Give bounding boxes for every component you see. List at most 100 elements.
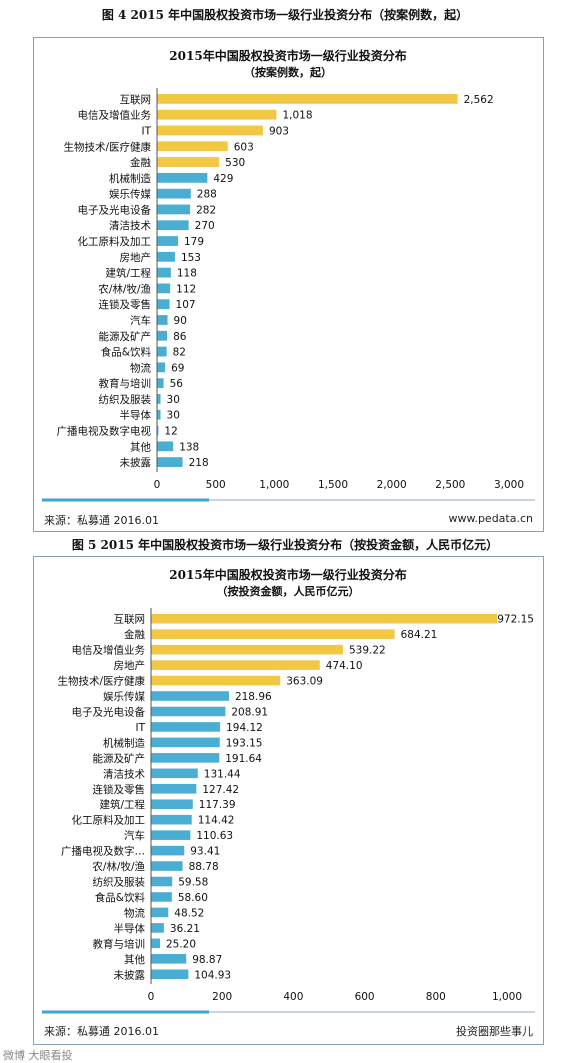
category-label: 连锁及零售 <box>93 783 146 796</box>
category-label: 教育与培训 <box>93 937 146 950</box>
bar <box>151 969 189 980</box>
category-label: 电子及光电设备 <box>72 705 146 718</box>
bar <box>151 660 320 670</box>
bar <box>151 644 343 655</box>
bar <box>151 737 220 748</box>
bar <box>151 753 220 763</box>
value-label: 90 <box>174 315 187 327</box>
bar <box>151 923 164 933</box>
value-label: 30 <box>167 410 180 422</box>
value-label: 12 <box>164 426 177 438</box>
value-label: 282 <box>196 204 216 216</box>
chart-panel-investment-amount: 2015年中国股权投资市场一级行业投资分布 （按投资金额，人民币亿元） 互联网 972… <box>33 556 544 1045</box>
category-label: 化工原料及加工 <box>78 235 152 248</box>
bar <box>157 157 220 167</box>
category-label: 互联网 <box>114 614 146 626</box>
bar <box>157 425 159 436</box>
bar <box>157 141 228 152</box>
value-label: 59.58 <box>178 877 208 889</box>
bar <box>157 188 191 199</box>
category-label: 清洁技术 <box>109 219 151 232</box>
bar <box>157 125 263 136</box>
bar <box>157 362 166 373</box>
category-label: 教育与培训 <box>99 377 152 390</box>
x-tick-label: 1,000 <box>259 479 289 491</box>
bar <box>151 861 183 871</box>
category-label: 生物技术/医疗健康 <box>57 675 145 688</box>
figure-5-caption: 图 5 2015 年中国股权投资市场一级行业投资分布（按投资金额，人民币亿元） <box>71 538 499 552</box>
category-label: 农/林/牧/渔 <box>98 282 151 295</box>
value-label: 603 <box>234 141 254 153</box>
category-label: 纺织及服装 <box>93 876 146 889</box>
chart-subtitle: （按案例数，起） <box>244 65 332 79</box>
category-label: 其他 <box>124 953 145 966</box>
value-label: 218.96 <box>235 691 272 703</box>
value-label: 69 <box>171 362 184 374</box>
value-label: 48.52 <box>174 907 204 919</box>
value-label: 288 <box>197 189 217 201</box>
bar <box>157 315 168 325</box>
category-label: 娱乐传媒 <box>109 188 151 201</box>
bar <box>157 394 161 404</box>
bar <box>157 346 167 357</box>
bar <box>157 204 191 215</box>
category-label: 半导体 <box>114 922 146 935</box>
category-label: 物流 <box>124 906 145 919</box>
value-label: 131.44 <box>204 768 241 780</box>
value-label: 179 <box>184 236 204 248</box>
value-label: 270 <box>195 220 215 232</box>
category-label: 建筑/工程 <box>99 798 145 811</box>
category-label: 房地产 <box>120 251 152 264</box>
bar <box>151 722 221 732</box>
x-tick-label: 400 <box>283 991 303 1003</box>
bar <box>151 783 197 794</box>
x-tick-label: 1,000 <box>492 991 522 1003</box>
bar <box>157 299 170 310</box>
value-label: 58.60 <box>178 892 208 904</box>
value-label: 88.78 <box>189 861 219 873</box>
account-label: 投资圈那些事儿 <box>456 1025 533 1038</box>
value-label: 25.20 <box>166 938 196 950</box>
category-label: 汽车 <box>130 314 151 327</box>
value-label: 208.91 <box>231 706 268 718</box>
value-label: 36.21 <box>170 923 200 935</box>
value-label: 86 <box>173 331 187 343</box>
value-label: 127.42 <box>202 784 239 796</box>
category-label: 农/林/牧/渔 <box>92 860 145 873</box>
category-label: 其他 <box>130 440 151 453</box>
value-label: 98.87 <box>192 954 222 966</box>
bar <box>157 378 164 389</box>
chart-title: 2015年中国股权投资市场一级行业投资分布 <box>169 48 406 63</box>
category-label: 半导体 <box>120 409 152 422</box>
value-label: 117.39 <box>199 799 236 811</box>
category-label: 娱乐传媒 <box>103 690 145 703</box>
value-label: 118 <box>177 268 197 280</box>
value-label: 539.22 <box>349 645 386 657</box>
bar <box>151 768 198 779</box>
chart-panel-case-count: 2015年中国股权投资市场一级行业投资分布 （按案例数，起） 互联网 2,562 电信及… <box>33 37 544 532</box>
category-label: 食品&饮料 <box>101 346 152 359</box>
category-label: 能源及矿产 <box>93 752 146 765</box>
value-label: 903 <box>269 125 289 137</box>
category-label: IT <box>135 722 145 734</box>
value-label: 114.42 <box>198 815 235 827</box>
category-label: 金融 <box>130 156 151 169</box>
category-label: 连锁及零售 <box>99 298 152 311</box>
value-label: 972.15 <box>497 614 534 626</box>
x-tick-label: 1,500 <box>318 479 348 491</box>
bar <box>157 330 168 341</box>
value-label: 107 <box>176 299 196 311</box>
bar <box>151 954 187 964</box>
bar <box>157 283 171 294</box>
bar <box>151 814 192 825</box>
bar <box>151 892 172 902</box>
value-label: 112 <box>176 283 196 295</box>
bar <box>157 236 179 246</box>
chart-subtitle: （按投资金额，人民币亿元） <box>217 584 360 598</box>
source-note: 来源：私募通 2016.01 <box>44 1025 159 1038</box>
x-tick-label: 600 <box>355 991 375 1003</box>
category-label: 广播电视及数字… <box>61 845 145 858</box>
bar <box>151 938 160 949</box>
value-label: 82 <box>173 347 186 359</box>
bar <box>157 94 458 104</box>
